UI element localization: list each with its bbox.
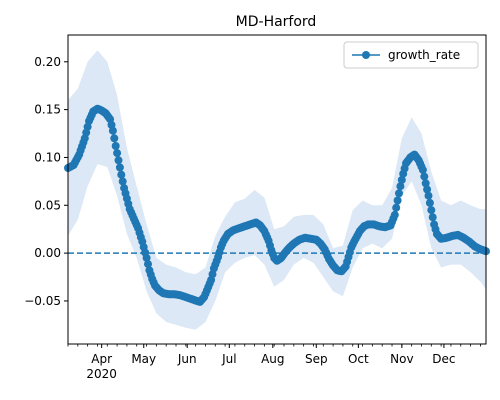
data-point — [115, 163, 124, 172]
x-tick-label: Sep — [305, 352, 328, 366]
uncertainty-band-layer — [68, 50, 486, 330]
data-point — [420, 172, 429, 181]
data-point — [424, 191, 433, 200]
data-point — [111, 142, 120, 150]
data-point — [110, 134, 119, 143]
data-point — [397, 175, 406, 184]
data-point — [392, 203, 401, 212]
data-point — [418, 165, 427, 174]
x-tick-label: May — [131, 352, 156, 366]
legend-label: growth_rate — [388, 48, 460, 62]
y-tick-label: −0.05 — [24, 294, 61, 308]
chart-title: MD-Harford — [236, 14, 317, 30]
data-point — [427, 206, 436, 215]
data-point — [118, 177, 127, 186]
x-tick-label: Nov — [390, 352, 413, 366]
y-axis: −0.05 0.00 0.05 0.10 0.15 0.20 — [24, 55, 68, 308]
x-tick-label: Jul — [221, 352, 236, 366]
data-point — [393, 196, 402, 205]
x-tick-label: Aug — [261, 352, 284, 366]
data-point — [117, 170, 126, 179]
y-tick-label: 0.05 — [34, 198, 61, 212]
data-point — [425, 198, 434, 207]
x-tick-label: Jun — [177, 352, 197, 366]
series-layer — [64, 104, 490, 306]
plot-frame — [67, 34, 487, 345]
legend-marker — [362, 51, 370, 59]
data-point — [423, 185, 432, 194]
x-tick-label: Oct — [348, 352, 369, 366]
x-tick-label: Apr — [91, 352, 112, 366]
data-point — [395, 189, 403, 198]
data-point — [421, 179, 430, 188]
data-point — [142, 253, 151, 262]
legend: growth_rate — [343, 41, 479, 69]
data-point — [428, 213, 437, 222]
data-point — [113, 149, 122, 158]
data-point — [144, 260, 152, 269]
x-tick-year-label: 2020 — [86, 367, 117, 381]
data-point — [396, 182, 405, 191]
y-tick-label: 0.20 — [34, 55, 61, 69]
y-tick-label: 0.15 — [34, 103, 61, 117]
y-tick-label: 0.10 — [34, 150, 61, 164]
legend-box — [343, 41, 479, 69]
y-tick-label: 0.00 — [34, 246, 61, 260]
data-point — [108, 126, 117, 135]
x-tick-label: Dec — [432, 352, 455, 366]
data-point — [390, 210, 399, 219]
data-point — [114, 156, 123, 165]
uncertainty-band — [68, 50, 486, 330]
